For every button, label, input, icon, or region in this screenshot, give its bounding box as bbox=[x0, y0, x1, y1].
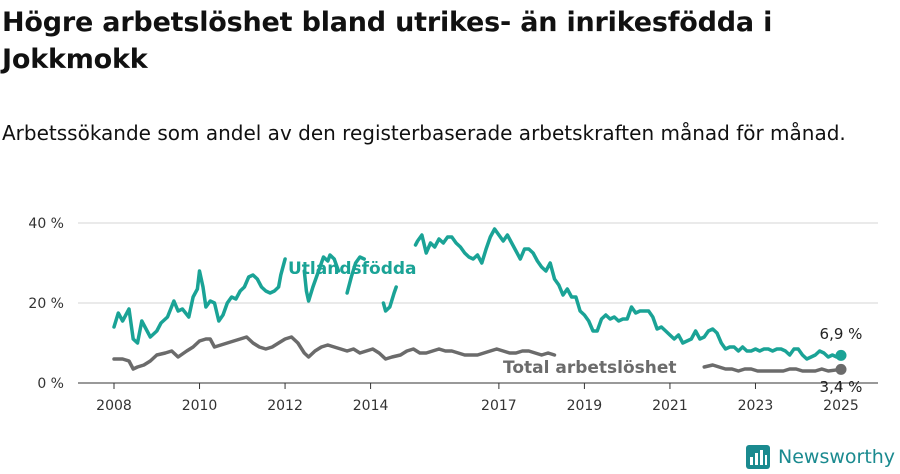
series-label-total-arbetsloshet: Total arbetslöshet bbox=[503, 358, 677, 378]
y-tick-label: 0 % bbox=[37, 376, 64, 392]
x-tick-label: 2010 bbox=[182, 398, 218, 414]
end-point-0 bbox=[835, 349, 847, 361]
series-line-0 bbox=[302, 253, 341, 303]
series-layer bbox=[112, 227, 847, 375]
series-label-utlandsfodda: Utlandsfödda bbox=[288, 259, 417, 279]
series-line-0 bbox=[345, 255, 366, 295]
x-tick-label: 2008 bbox=[96, 398, 132, 414]
y-tick-label: 40 % bbox=[28, 216, 64, 232]
x-tick-label: 2019 bbox=[567, 398, 603, 414]
newsworthy-icon bbox=[746, 445, 770, 469]
x-tick-label: 2017 bbox=[481, 398, 517, 414]
x-axis: 2008 2010 2012 2014 2017 2019 2021 2023 2025 bbox=[96, 383, 859, 414]
series-line-1 bbox=[112, 335, 557, 371]
end-point-1 bbox=[835, 363, 847, 375]
x-tick-label: 2023 bbox=[738, 398, 774, 414]
x-tick-label: 2021 bbox=[652, 398, 688, 414]
brand-name: Newsworthy bbox=[778, 446, 896, 468]
y-tick-label: 20 % bbox=[28, 296, 64, 312]
chart-subtitle: Arbetssökande som andel av den registerb… bbox=[2, 121, 846, 145]
series-line-0 bbox=[413, 227, 843, 361]
series-line-0 bbox=[381, 285, 398, 313]
series-line-0 bbox=[112, 257, 287, 345]
grid-layer: 0 % 20 % 40 % bbox=[28, 216, 878, 392]
series-line-1 bbox=[702, 363, 843, 373]
brand-logo: Newsworthy bbox=[745, 443, 895, 471]
end-value-utlandsfodda: 6,9 % bbox=[820, 325, 863, 343]
chart-title: Högre arbetslöshet bland utrikes- än inr… bbox=[2, 7, 773, 75]
x-tick-label: 2012 bbox=[267, 398, 303, 414]
x-tick-label: 2014 bbox=[353, 398, 389, 414]
end-value-total: 3,4 % bbox=[820, 378, 863, 396]
x-tick-label: 2025 bbox=[823, 398, 859, 414]
